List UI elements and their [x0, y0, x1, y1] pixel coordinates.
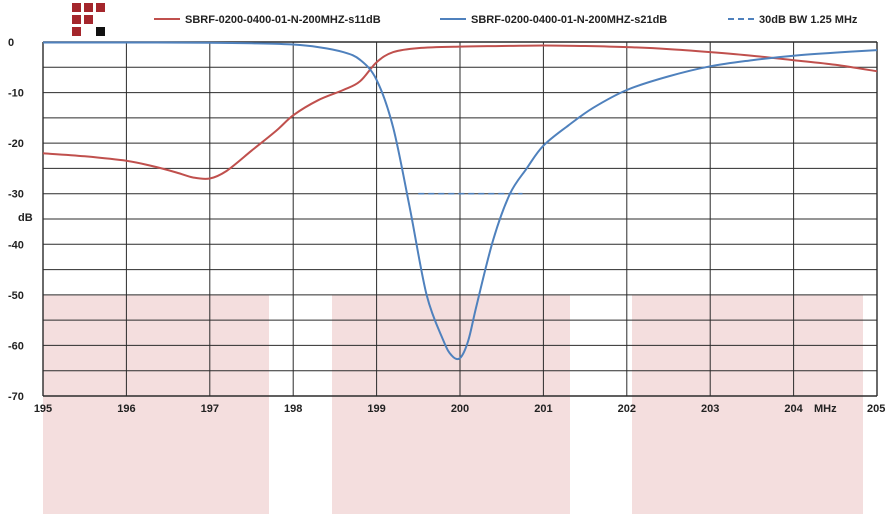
background-block-center — [332, 295, 570, 514]
y-tick-label: -70 — [8, 391, 24, 403]
x-axis-label: MHz — [814, 403, 837, 415]
x-tick-label: 201 — [534, 403, 552, 415]
logo-square — [72, 27, 81, 36]
series-layer — [42, 41, 878, 361]
legend-label: SBRF-0200-0400-01-N-200MHZ-s11dB — [185, 14, 381, 26]
logo-square — [72, 15, 81, 24]
y-tick-label: -10 — [8, 88, 24, 100]
y-tick-label: -30 — [8, 189, 24, 201]
legend-label: SBRF-0200-0400-01-N-200MHZ-s21dB — [471, 14, 667, 26]
grid-layer — [42, 41, 878, 397]
legend-entry-s21: SBRF-0200-0400-01-N-200MHZ-s21dB — [440, 14, 667, 26]
y-tick-label: -20 — [8, 138, 24, 150]
x-tick-label: 197 — [201, 403, 219, 415]
company-logo — [72, 3, 106, 37]
tick-label-layer: 0 -10 -20 -30 -40 -50 -60 -70 195 196 197 198 199 200… — [8, 37, 885, 415]
logo-square — [84, 15, 93, 24]
y-tick-label: -50 — [8, 290, 24, 302]
x-tick-label: 205 — [867, 403, 885, 415]
y-axis-label: dB — [18, 212, 33, 224]
s11-series-line — [42, 44, 878, 180]
x-tick-label: 202 — [618, 403, 636, 415]
x-tick-label: 195 — [34, 403, 52, 415]
x-tick-label: 196 — [117, 403, 135, 415]
x-tick-label: 200 — [451, 403, 469, 415]
y-tick-label: -40 — [8, 239, 24, 251]
x-tick-label: 198 — [284, 403, 302, 415]
logo-square — [96, 3, 105, 12]
legend-entry-bandwidth: 30dB BW 1.25 MHz — [728, 14, 858, 26]
logo-square — [72, 3, 81, 12]
logo-square — [84, 3, 93, 12]
logo-square — [96, 27, 105, 36]
legend: SBRF-0200-0400-01-N-200MHZ-s11dB SBRF-020… — [154, 14, 858, 26]
background-block-right — [632, 295, 863, 514]
x-tick-label: 199 — [367, 403, 385, 415]
y-tick-label: -60 — [8, 340, 24, 352]
background-block-left — [43, 295, 269, 514]
x-tick-label: 203 — [701, 403, 719, 415]
s21-series-line — [43, 41, 878, 361]
x-tick-label: 204 — [784, 403, 803, 415]
legend-entry-s11: SBRF-0200-0400-01-N-200MHZ-s11dB — [154, 14, 381, 26]
legend-label: 30dB BW 1.25 MHz — [759, 14, 858, 26]
y-tick-label: 0 — [8, 37, 14, 49]
